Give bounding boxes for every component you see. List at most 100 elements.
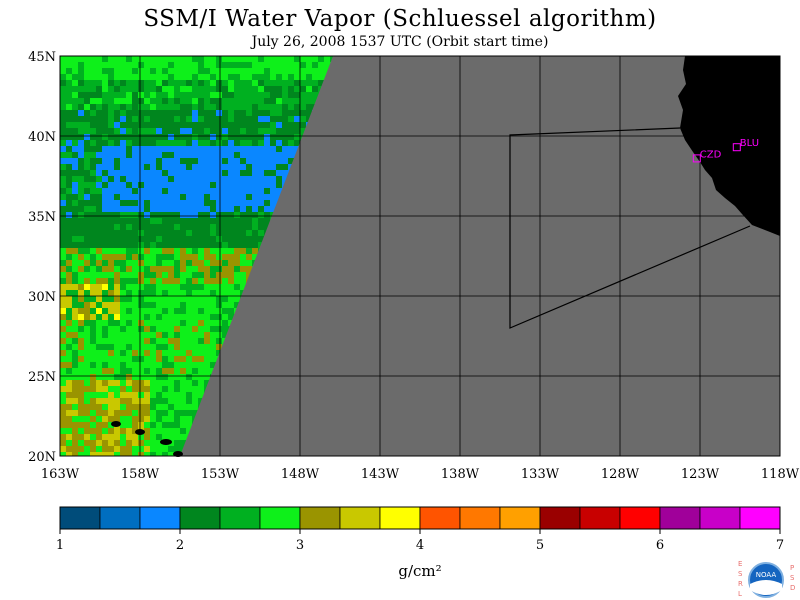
swath-cell <box>168 434 174 440</box>
swath-cell <box>156 272 162 278</box>
swath-cell <box>96 116 102 122</box>
swath-cell <box>204 254 210 260</box>
swath-cell <box>180 236 186 242</box>
swath-cell <box>210 362 216 368</box>
swath-cell <box>102 290 108 296</box>
swath-cell <box>240 248 246 254</box>
swath-cell <box>174 260 180 266</box>
swath-cell <box>270 164 276 170</box>
swath-cell <box>264 200 270 206</box>
swath-cell <box>228 170 234 176</box>
swath-cell <box>66 452 72 456</box>
swath-cell <box>168 152 174 158</box>
swath-cell <box>276 98 282 104</box>
swath-cell <box>282 152 288 158</box>
swath-cell <box>138 200 144 206</box>
swath-cell <box>126 308 132 314</box>
swath-cell <box>102 332 108 338</box>
swath-cell <box>258 74 264 80</box>
swath-cell <box>204 140 210 146</box>
swath-cell <box>252 224 258 230</box>
swath-cell <box>216 344 222 350</box>
swath-cell <box>168 266 174 272</box>
swath-cell <box>246 116 252 122</box>
swath-cell <box>174 320 180 326</box>
swath-cell <box>222 296 228 302</box>
swath-cell <box>180 266 186 272</box>
swath-cell <box>84 434 90 440</box>
swath-cell <box>162 158 168 164</box>
swath-cell <box>156 380 162 386</box>
swath-cell <box>174 302 180 308</box>
swath-cell <box>204 104 210 110</box>
swath-cell <box>96 206 102 212</box>
swath-cell <box>126 98 132 104</box>
swath-cell <box>174 266 180 272</box>
swath-cell <box>72 266 78 272</box>
swath-cell <box>114 182 120 188</box>
swath-cell <box>174 104 180 110</box>
swath-cell <box>138 404 144 410</box>
swath-cell <box>72 68 78 74</box>
swath-cell <box>138 362 144 368</box>
swath-cell <box>114 428 120 434</box>
swath-cell <box>180 386 186 392</box>
swath-cell <box>144 332 150 338</box>
swath-cell <box>114 278 120 284</box>
swath-cell <box>258 56 264 62</box>
swath-cell <box>210 74 216 80</box>
swath-cell <box>60 68 66 74</box>
swath-cell <box>126 356 132 362</box>
swath-cell <box>150 92 156 98</box>
swath-cell <box>270 86 276 92</box>
swath-cell <box>192 194 198 200</box>
swath-cell <box>210 308 216 314</box>
swath-cell <box>174 218 180 224</box>
swath-cell <box>186 236 192 242</box>
swath-cell <box>228 56 234 62</box>
swath-cell <box>198 284 204 290</box>
swath-cell <box>186 170 192 176</box>
swath-cell <box>84 236 90 242</box>
swath-cell <box>72 392 78 398</box>
swath-cell <box>180 86 186 92</box>
swath-cell <box>186 74 192 80</box>
swath-cell <box>246 56 252 62</box>
swath-cell <box>252 158 258 164</box>
swath-cell <box>126 440 132 446</box>
swath-cell <box>102 326 108 332</box>
swath-cell <box>156 374 162 380</box>
swath-cell <box>72 380 78 386</box>
swath-cell <box>210 272 216 278</box>
swath-cell <box>78 374 84 380</box>
swath-cell <box>234 176 240 182</box>
swath-cell <box>126 110 132 116</box>
swath-cell <box>60 236 66 242</box>
swath-cell <box>114 386 120 392</box>
swath-cell <box>156 308 162 314</box>
swath-cell <box>78 62 84 68</box>
swath-cell <box>144 326 150 332</box>
swath-cell <box>66 218 72 224</box>
swath-cell <box>156 446 162 452</box>
swath-cell <box>138 224 144 230</box>
swath-cell <box>120 434 126 440</box>
swath-cell <box>144 398 150 404</box>
swath-cell <box>240 284 246 290</box>
swath-cell <box>234 266 240 272</box>
swath-cell <box>240 74 246 80</box>
swath-cell <box>90 194 96 200</box>
station-label: CZD <box>700 149 722 160</box>
swath-cell <box>174 296 180 302</box>
swath-cell <box>120 320 126 326</box>
swath-cell <box>144 356 150 362</box>
swath-cell <box>156 398 162 404</box>
swath-cell <box>126 272 132 278</box>
swath-cell <box>186 62 192 68</box>
swath-cell <box>204 92 210 98</box>
swath-cell <box>222 236 228 242</box>
swath-cell <box>138 308 144 314</box>
swath-cell <box>246 224 252 230</box>
swath-cell <box>132 428 138 434</box>
swath-cell <box>192 410 198 416</box>
